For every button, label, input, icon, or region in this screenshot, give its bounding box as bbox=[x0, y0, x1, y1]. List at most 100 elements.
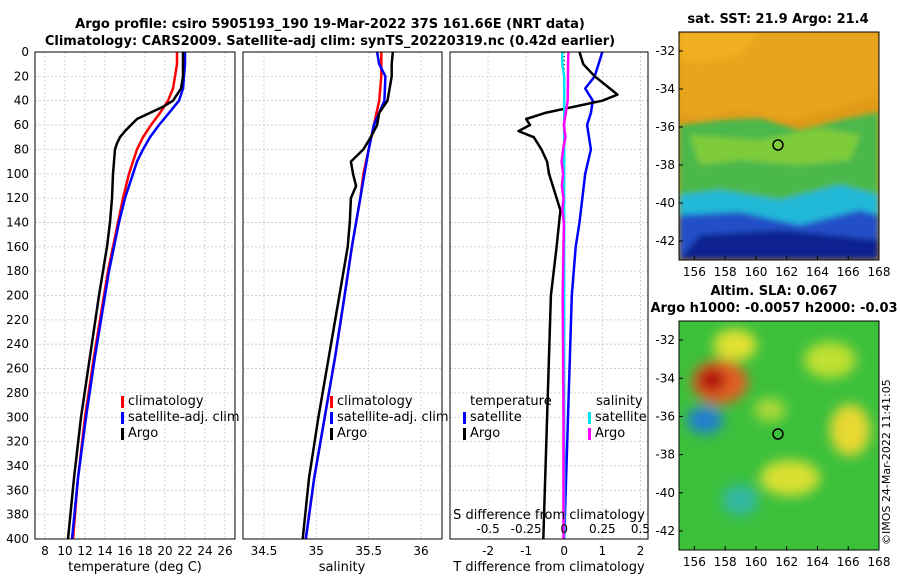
sla-map-panel: Altim. SLA: 0.067 Argo h1000: -0.0057 h2… bbox=[650, 284, 897, 569]
y-tick-label: 80 bbox=[14, 142, 29, 156]
s-tick-label: 0.25 bbox=[589, 522, 616, 536]
legend-title-salinity: salinity bbox=[596, 394, 643, 409]
map-y-tick-label: -34 bbox=[655, 371, 675, 385]
y-tick-label: 220 bbox=[6, 313, 29, 327]
sla-argo-marker bbox=[772, 428, 784, 440]
difference-ticks: -2 -1 0 1 2 bbox=[482, 544, 644, 558]
y-tick-label: 140 bbox=[6, 215, 29, 229]
x-tick-label: 26 bbox=[217, 544, 232, 558]
map-x-tick-label: 164 bbox=[806, 555, 829, 569]
legend-swatch-argo bbox=[330, 428, 333, 440]
s-tick-label: -0.25 bbox=[511, 522, 542, 536]
series-line-argo bbox=[301, 51, 395, 540]
difference-s-ticks: -0.5 -0.25 0 0.25 0.5 bbox=[476, 522, 650, 536]
y-tick-label: 360 bbox=[6, 483, 29, 497]
map-y-tick-label: -32 bbox=[655, 333, 675, 347]
map-y-tick-label: -34 bbox=[655, 82, 675, 96]
sla-low-west bbox=[687, 406, 723, 434]
map-y-tick-label: -38 bbox=[655, 158, 675, 172]
legend-title-temperature: temperature bbox=[470, 394, 552, 409]
x-tick-label: 20 bbox=[157, 544, 172, 558]
legend-label-s-satellite: satellite bbox=[595, 410, 647, 425]
y-tick-label: 280 bbox=[6, 386, 29, 400]
sst-heatmap bbox=[679, 32, 879, 260]
y-tick-label: 240 bbox=[6, 337, 29, 351]
series-line-satellite bbox=[304, 51, 387, 540]
map-y-tick-label: -36 bbox=[655, 409, 675, 423]
map-x-tick-label: 158 bbox=[714, 265, 737, 279]
x-tick-label: 1 bbox=[598, 544, 606, 558]
legend-swatch-s-argo bbox=[588, 428, 591, 440]
x-tick-label: 35 bbox=[309, 544, 324, 558]
y-tick-label: 300 bbox=[6, 410, 29, 424]
y-tick-label: 200 bbox=[6, 289, 29, 303]
sla-map-title1: Altim. SLA: 0.067 bbox=[711, 284, 838, 299]
sst-cold-core bbox=[679, 230, 879, 260]
y-tick-label: 60 bbox=[14, 118, 29, 132]
sst-front bbox=[690, 128, 860, 165]
map-x-tick-label: 166 bbox=[837, 555, 860, 569]
y-tick-label: 120 bbox=[6, 191, 29, 205]
x-tick-label: 35.5 bbox=[355, 544, 382, 558]
sst-map-panel: sat. SST: 21.9 Argo: 21.4 156 158 160 162 16… bbox=[655, 12, 890, 279]
legend-label-climatology: climatology bbox=[337, 394, 413, 409]
x-tick-label: 34.5 bbox=[251, 544, 278, 558]
sla-map-ticks: 156 158 160 162 164 166 168 -32 -34 -36 -38 -40 -42 bbox=[655, 333, 890, 569]
legend-swatch-t-satellite bbox=[463, 412, 466, 424]
sst-warm-core bbox=[679, 32, 760, 62]
x-tick-label: 16 bbox=[117, 544, 132, 558]
s-tick-label: 0 bbox=[560, 522, 568, 536]
legend-swatch-climatology bbox=[121, 396, 124, 408]
salinity-panel: 34.5 35 35.5 36 climatology satellite-adj. … bbox=[242, 51, 449, 575]
temperature-axes-box bbox=[34, 51, 236, 540]
sst-map-ticks: 156 158 160 162 164 166 168 -32 -34 -36 -38 -40 -42 bbox=[655, 44, 890, 279]
series-line-argo bbox=[66, 52, 185, 540]
sst-field-patches bbox=[679, 32, 879, 260]
legend-label-argo: Argo bbox=[337, 426, 367, 441]
difference-panel: -2 -1 0 1 2 -0.5 -0.25 0 0.25 0.5 temperature sa… bbox=[449, 51, 650, 575]
y-tick-label: 180 bbox=[6, 264, 29, 278]
y-tick-label: 40 bbox=[14, 94, 29, 108]
s-difference-label: S difference from climatology bbox=[453, 508, 645, 523]
y-tick-label: 160 bbox=[6, 240, 29, 254]
series-line-s-argo bbox=[560, 51, 570, 539]
salinity-legend: climatology satellite-adj. clim Argo bbox=[330, 394, 449, 441]
temperature-lines bbox=[66, 52, 187, 540]
sst-map-axes-box bbox=[678, 31, 880, 261]
temperature-panel: 0 20 40 60 80 100 120 140 160 180 200 220 240 260 280 3… bbox=[6, 45, 240, 575]
difference-lines bbox=[517, 51, 619, 540]
y-tick-label: 100 bbox=[6, 167, 29, 181]
y-tick-label: 340 bbox=[6, 459, 29, 473]
legend-swatch-t-argo bbox=[463, 428, 466, 440]
map-x-tick-label: 160 bbox=[744, 555, 767, 569]
legend-label-t-argo: Argo bbox=[470, 426, 500, 441]
legend-label-climatology: climatology bbox=[128, 394, 204, 409]
x-tick-label: 18 bbox=[137, 544, 152, 558]
temperature-ticks: 0 20 40 60 80 100 120 140 160 180 200 220 240 260 280 3… bbox=[6, 45, 233, 558]
map-x-tick-label: 156 bbox=[683, 555, 706, 569]
t-difference-label: T difference from climatology bbox=[452, 560, 645, 575]
legend-label-satellite: satellite-adj. clim bbox=[337, 410, 449, 425]
series-line-satellite bbox=[70, 52, 187, 540]
x-tick-label: -2 bbox=[482, 544, 494, 558]
difference-legend: temperature satellite Argo salinity sate… bbox=[463, 394, 647, 441]
legend-label-satellite: satellite-adj. clim bbox=[128, 410, 240, 425]
s-tick-label: 0.5 bbox=[631, 522, 650, 536]
map-x-tick-label: 168 bbox=[868, 265, 891, 279]
salinity-grid bbox=[243, 51, 442, 540]
map-y-tick-label: -40 bbox=[655, 486, 675, 500]
x-tick-label: -1 bbox=[520, 544, 532, 558]
map-x-tick-label: 164 bbox=[806, 265, 829, 279]
difference-grid bbox=[450, 51, 648, 540]
map-x-tick-label: 162 bbox=[775, 265, 798, 279]
sst-argo-marker bbox=[772, 139, 784, 151]
series-line-t-argo bbox=[517, 51, 619, 540]
x-tick-label: 0 bbox=[560, 544, 568, 558]
x-tick-label: 22 bbox=[177, 544, 192, 558]
salinity-axes-box bbox=[242, 51, 443, 540]
legend-swatch-s-satellite bbox=[588, 412, 591, 424]
sla-high-core bbox=[698, 368, 726, 392]
x-tick-label: 36 bbox=[413, 544, 428, 558]
x-tick-label: 24 bbox=[197, 544, 212, 558]
y-tick-label: 380 bbox=[6, 508, 29, 522]
